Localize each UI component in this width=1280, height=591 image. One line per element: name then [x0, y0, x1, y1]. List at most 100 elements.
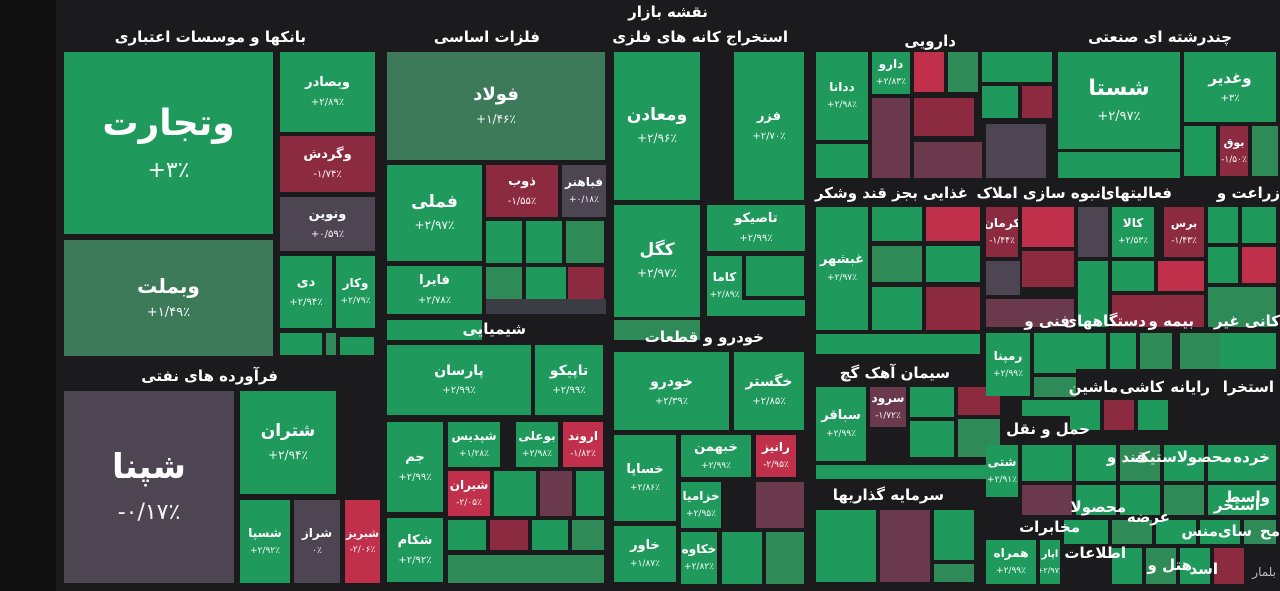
treemap-tile[interactable] — [816, 334, 980, 354]
treemap-tile[interactable] — [1064, 520, 1108, 544]
stock-tile[interactable]: شپنا -۰/۱۷٪ — [64, 391, 234, 583]
treemap-tile[interactable] — [1214, 548, 1244, 584]
treemap-tile[interactable] — [1022, 400, 1078, 416]
stock-tile[interactable]: شبریز -۲/۰۶٪ — [345, 500, 380, 583]
treemap-tile[interactable] — [816, 465, 1000, 479]
treemap-tile[interactable] — [1252, 126, 1278, 176]
stock-tile[interactable]: کگل +۲/۹۷٪ — [614, 205, 700, 317]
treemap-tile[interactable] — [756, 482, 804, 528]
treemap-tile[interactable] — [1112, 520, 1152, 544]
stock-tile[interactable]: خگستر +۲/۸۵٪ — [734, 352, 804, 430]
treemap-tile[interactable] — [486, 299, 606, 314]
treemap-tile[interactable] — [1078, 261, 1108, 327]
treemap-tile[interactable] — [1208, 445, 1276, 481]
treemap-tile[interactable] — [326, 333, 336, 355]
treemap-tile[interactable] — [1070, 400, 1100, 430]
stock-tile[interactable]: فولاد +۱/۴۶٪ — [387, 52, 605, 160]
treemap-tile[interactable] — [816, 510, 876, 582]
stock-tile[interactable]: برس -۱/۴۳٪ — [1164, 207, 1204, 257]
treemap-tile[interactable] — [872, 287, 922, 330]
treemap-tile[interactable] — [1076, 485, 1116, 515]
treemap-tile[interactable] — [387, 320, 482, 340]
stock-tile[interactable]: شسپا +۲/۹۲٪ — [240, 500, 290, 583]
treemap-tile[interactable] — [1022, 251, 1074, 287]
treemap-tile[interactable] — [926, 207, 980, 241]
treemap-tile[interactable] — [1022, 207, 1074, 247]
stock-tile[interactable]: وبصادر +۲/۸۹٪ — [280, 52, 375, 132]
stock-tile[interactable]: دی +۲/۹۴٪ — [280, 256, 332, 328]
treemap-tile[interactable] — [1138, 400, 1168, 430]
treemap-tile[interactable] — [1164, 445, 1204, 481]
treemap-tile[interactable] — [1244, 520, 1276, 544]
treemap-tile[interactable] — [1184, 126, 1216, 176]
treemap-tile[interactable] — [1034, 333, 1076, 373]
treemap-tile[interactable] — [1022, 445, 1072, 481]
stock-tile[interactable]: فملی +۲/۹۷٪ — [387, 165, 482, 261]
treemap-tile[interactable] — [1180, 333, 1220, 369]
treemap-tile[interactable] — [494, 471, 536, 516]
stock-tile[interactable]: شکام +۲/۹۲٪ — [387, 518, 443, 582]
treemap-tile[interactable] — [914, 142, 982, 178]
stock-tile[interactable]: اروند -۱/۸۲٪ — [563, 422, 603, 467]
treemap-tile[interactable] — [880, 510, 930, 582]
treemap-tile[interactable] — [914, 98, 974, 136]
stock-tile[interactable]: شپدیس +۱/۲۸٪ — [448, 422, 500, 467]
treemap-tile[interactable] — [986, 261, 1020, 295]
treemap-tile[interactable] — [816, 144, 868, 178]
stock-tile[interactable]: ومعادن +۲/۹۶٪ — [614, 52, 700, 200]
treemap-tile[interactable] — [572, 520, 604, 550]
treemap-tile[interactable] — [982, 52, 1052, 82]
treemap-tile[interactable] — [872, 207, 922, 241]
treemap-tile[interactable] — [986, 299, 1074, 327]
stock-tile[interactable]: جم +۲/۹۹٪ — [387, 422, 443, 512]
treemap-tile[interactable] — [340, 337, 374, 355]
treemap-tile[interactable] — [1070, 333, 1106, 369]
treemap-tile[interactable] — [910, 387, 954, 417]
treemap-tile[interactable] — [486, 221, 522, 263]
treemap-tile[interactable] — [448, 555, 604, 583]
stock-tile[interactable]: کالا +۲/۵۳٪ — [1112, 207, 1154, 257]
treemap-tile[interactable] — [982, 86, 1018, 118]
treemap-tile[interactable] — [1242, 247, 1276, 283]
stock-tile[interactable]: بوق -۱/۵۰٪ — [1220, 126, 1248, 176]
stock-tile[interactable]: رانیز -۲/۹۵٪ — [756, 435, 796, 477]
stock-tile[interactable]: پارسان +۲/۹۹٪ — [387, 345, 531, 415]
treemap-tile[interactable] — [540, 471, 572, 516]
stock-tile[interactable]: خاور +۱/۸۷٪ — [614, 526, 676, 582]
stock-tile[interactable]: شراز ۰٪ — [294, 500, 340, 583]
treemap-tile[interactable] — [1242, 207, 1276, 243]
treemap-tile[interactable] — [1034, 377, 1076, 397]
treemap-tile[interactable] — [722, 532, 762, 584]
treemap-tile[interactable] — [872, 246, 922, 282]
treemap-tile[interactable] — [1112, 548, 1142, 584]
treemap-tile[interactable] — [1158, 261, 1204, 291]
treemap-tile[interactable] — [1208, 485, 1276, 515]
treemap-tile[interactable] — [1022, 485, 1072, 515]
stock-tile[interactable]: کاما +۲/۸۹٪ — [707, 256, 742, 316]
treemap-tile[interactable] — [1208, 207, 1238, 243]
treemap-tile[interactable] — [910, 421, 954, 457]
treemap-tile[interactable] — [1120, 485, 1160, 515]
stock-tile[interactable]: وتجارت +۳٪ — [64, 52, 273, 234]
treemap-tile[interactable] — [566, 221, 604, 263]
treemap-tile[interactable] — [1112, 295, 1204, 327]
treemap-tile[interactable] — [746, 256, 804, 296]
treemap-tile[interactable] — [532, 520, 568, 550]
stock-tile[interactable]: فباهنر +۰/۱۸٪ — [562, 165, 606, 217]
treemap-tile[interactable] — [1180, 548, 1210, 584]
treemap-tile[interactable] — [1078, 207, 1108, 257]
stock-tile[interactable]: سباقر +۲/۹۹٪ — [816, 387, 866, 461]
stock-tile[interactable]: ذوب -۱/۵۵٪ — [486, 165, 558, 217]
stock-tile[interactable]: خودرو +۲/۳۹٪ — [614, 352, 729, 430]
treemap-tile[interactable] — [614, 320, 700, 340]
stock-tile[interactable]: وکار +۲/۷۹٪ — [336, 256, 375, 328]
treemap-tile[interactable] — [448, 520, 486, 550]
stock-tile[interactable]: خزامیا +۲/۹۵٪ — [681, 482, 721, 528]
stock-tile[interactable]: ددانا +۲/۹۸٪ — [816, 52, 868, 140]
treemap-tile[interactable] — [1164, 485, 1204, 515]
stock-tile[interactable]: خساپا +۲/۸۶٪ — [614, 435, 676, 521]
stock-tile[interactable]: اپار +۲/۹۷٪ — [1040, 540, 1060, 584]
stock-tile[interactable]: تاصیکو +۲/۹۹٪ — [707, 205, 805, 251]
treemap-tile[interactable] — [1146, 548, 1176, 584]
treemap-tile[interactable] — [1140, 333, 1172, 369]
